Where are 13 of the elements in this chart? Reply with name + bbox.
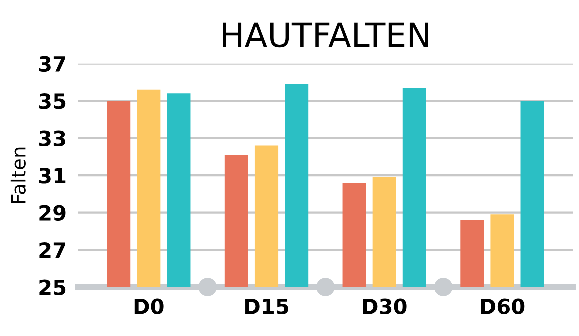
- x-tick-label: D30: [363, 298, 407, 315]
- x-tick-label: D15: [246, 299, 288, 315]
- y-tick-label: 35: [39, 94, 66, 110]
- y-tick-label: 25: [40, 280, 66, 296]
- y-tick-label: 27: [40, 242, 66, 258]
- y-axis-title: Falten: [10, 148, 26, 203]
- y-tick-label: 31: [39, 168, 66, 184]
- y-tick-label: 29: [40, 205, 66, 222]
- chart-title: HAUTFALTEN: [223, 22, 428, 48]
- y-tick-label: 33: [39, 130, 66, 147]
- x-tick-label: D60: [481, 298, 525, 315]
- x-tick-label: D0: [134, 298, 164, 315]
- y-tick-label: 37: [39, 56, 66, 72]
